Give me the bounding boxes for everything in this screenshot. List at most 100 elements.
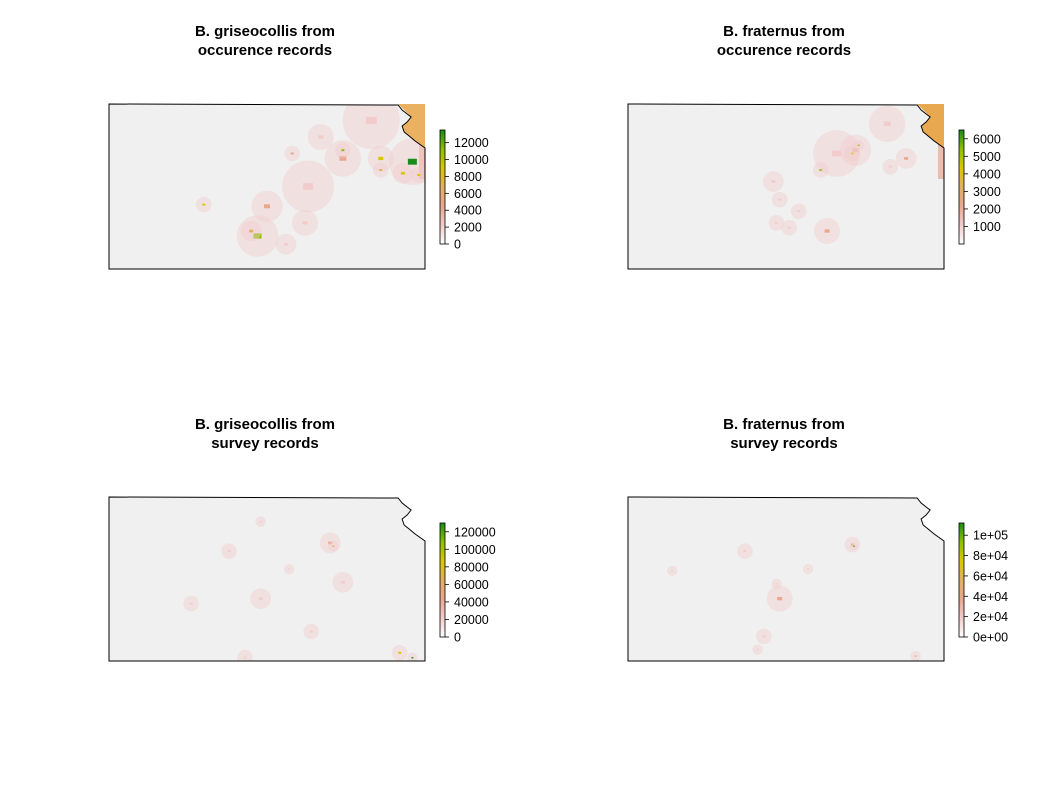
legend-tick-label: 4e+04 [973,590,1008,604]
state-outline [627,103,945,270]
density-cell [743,550,747,553]
density-cell [227,550,231,553]
map-figure: 6000 5000 4000 3000 2000 1000 [627,103,1001,270]
panel-title: B. fraternus from survey records [723,416,845,452]
density-cell [771,180,776,183]
density-cell [264,204,270,209]
density-cell [671,570,674,572]
density-cell [318,135,324,139]
map-raster [628,104,944,269]
map-panel-fraternus-occurrence: B. fraternus from occurence records 6000… [519,0,1038,392]
legend-tick-label: 1e+05 [973,529,1008,543]
density-cell [303,183,314,190]
legend-colorbar [439,129,446,245]
density-cell [850,152,854,155]
legend-tick-label: 8000 [454,170,482,184]
density-cell [189,602,193,605]
map-raster [109,497,425,661]
legend-tick-label: 120000 [454,525,496,539]
density-cell [411,657,414,659]
map-figure: 12000 10000 8000 6000 4000 2000 0 [108,103,489,270]
density-cell [756,648,759,651]
density-cell [339,156,347,161]
legend-tick-label: 2e+04 [973,610,1008,624]
density-cell [253,233,262,239]
density-cell [824,229,830,233]
legend-tick-label: 0 [454,238,461,252]
density-cell [775,583,778,585]
legend-tick-label: 4000 [454,204,482,218]
density-cell [807,568,810,570]
edge-strip [938,144,944,179]
density-cell [340,580,345,584]
legend-tick-label: 8e+04 [973,549,1008,563]
legend-tick-label: 12000 [454,136,489,150]
map-raster [628,497,944,661]
map-panel-fraternus-survey: B. fraternus from survey records 1e+05 8e… [519,393,1038,785]
density-cell [341,149,345,152]
legend-colorbar [958,522,965,638]
map-raster [109,104,425,269]
density-cell [775,221,779,224]
density-cell [290,152,294,155]
legend-tick-label: 6000 [454,187,482,201]
density-cell [857,144,860,146]
state-outline [108,103,426,270]
legend-tick-label: 6000 [973,132,1001,146]
density-cell [777,597,783,601]
density-cell [832,150,842,157]
legend-tick-label: 0e+00 [973,631,1008,645]
density-cell [914,655,917,657]
legend-tick-label: 100000 [454,543,496,557]
density-cell [417,173,421,176]
legend-colorbar [958,129,965,245]
density-cell [379,169,383,171]
density-cell [883,121,891,127]
legend-tick-label: 3000 [973,185,1001,199]
density-cell [853,545,855,547]
legend-tick-label: 20000 [454,613,489,627]
legend-colorbar [439,522,446,638]
legend-tick-label: 10000 [454,153,489,167]
density-cell [365,116,377,125]
density-cell [797,210,801,213]
state-outline [627,496,945,662]
legend-tick-label: 60000 [454,578,489,592]
density-cell [407,158,417,165]
density-cell [258,597,263,600]
edge-strip [419,144,425,179]
legend-tick-label: 2000 [454,221,482,235]
density-cell [328,541,333,545]
density-cell [283,242,288,246]
density-cell [904,157,909,160]
map-figure: 1e+05 8e+04 6e+04 4e+04 2e+04 0e+00 [627,496,1008,662]
density-cell [332,545,335,547]
density-cell [398,651,402,654]
map-figure: 120000 100000 80000 60000 40000 20000 0 [108,496,496,662]
panel-title: B. griseocollis from occurence records [194,23,336,59]
density-cell [378,156,384,161]
density-cell [302,221,308,225]
density-cell [888,165,892,168]
state-outline [108,496,426,662]
panel-title: B. griseocollis from survey records [194,416,336,452]
density-cell [309,630,313,633]
density-cell [288,568,291,570]
density-cell [243,656,247,659]
legend-tick-label: 4000 [973,167,1001,181]
legend-tick-label: 1000 [973,220,1001,234]
density-cell [778,198,782,201]
density-cell [787,226,791,229]
legend-tick-label: 2000 [973,202,1001,216]
density-cell [850,543,854,546]
legend-tick-label: 6e+04 [973,569,1008,583]
density-cell [400,171,405,175]
legend-tick-label: 0 [454,631,461,645]
map-panel-griseocollis-occurrence: B. griseocollis from occurence records 1… [0,0,519,392]
density-cell [202,203,206,206]
density-cell [249,229,254,233]
panel-title: B. fraternus from occurence records [716,23,852,59]
density-cell [762,635,766,638]
legend-tick-label: 5000 [973,150,1001,164]
legend-tick-label: 40000 [454,595,489,609]
